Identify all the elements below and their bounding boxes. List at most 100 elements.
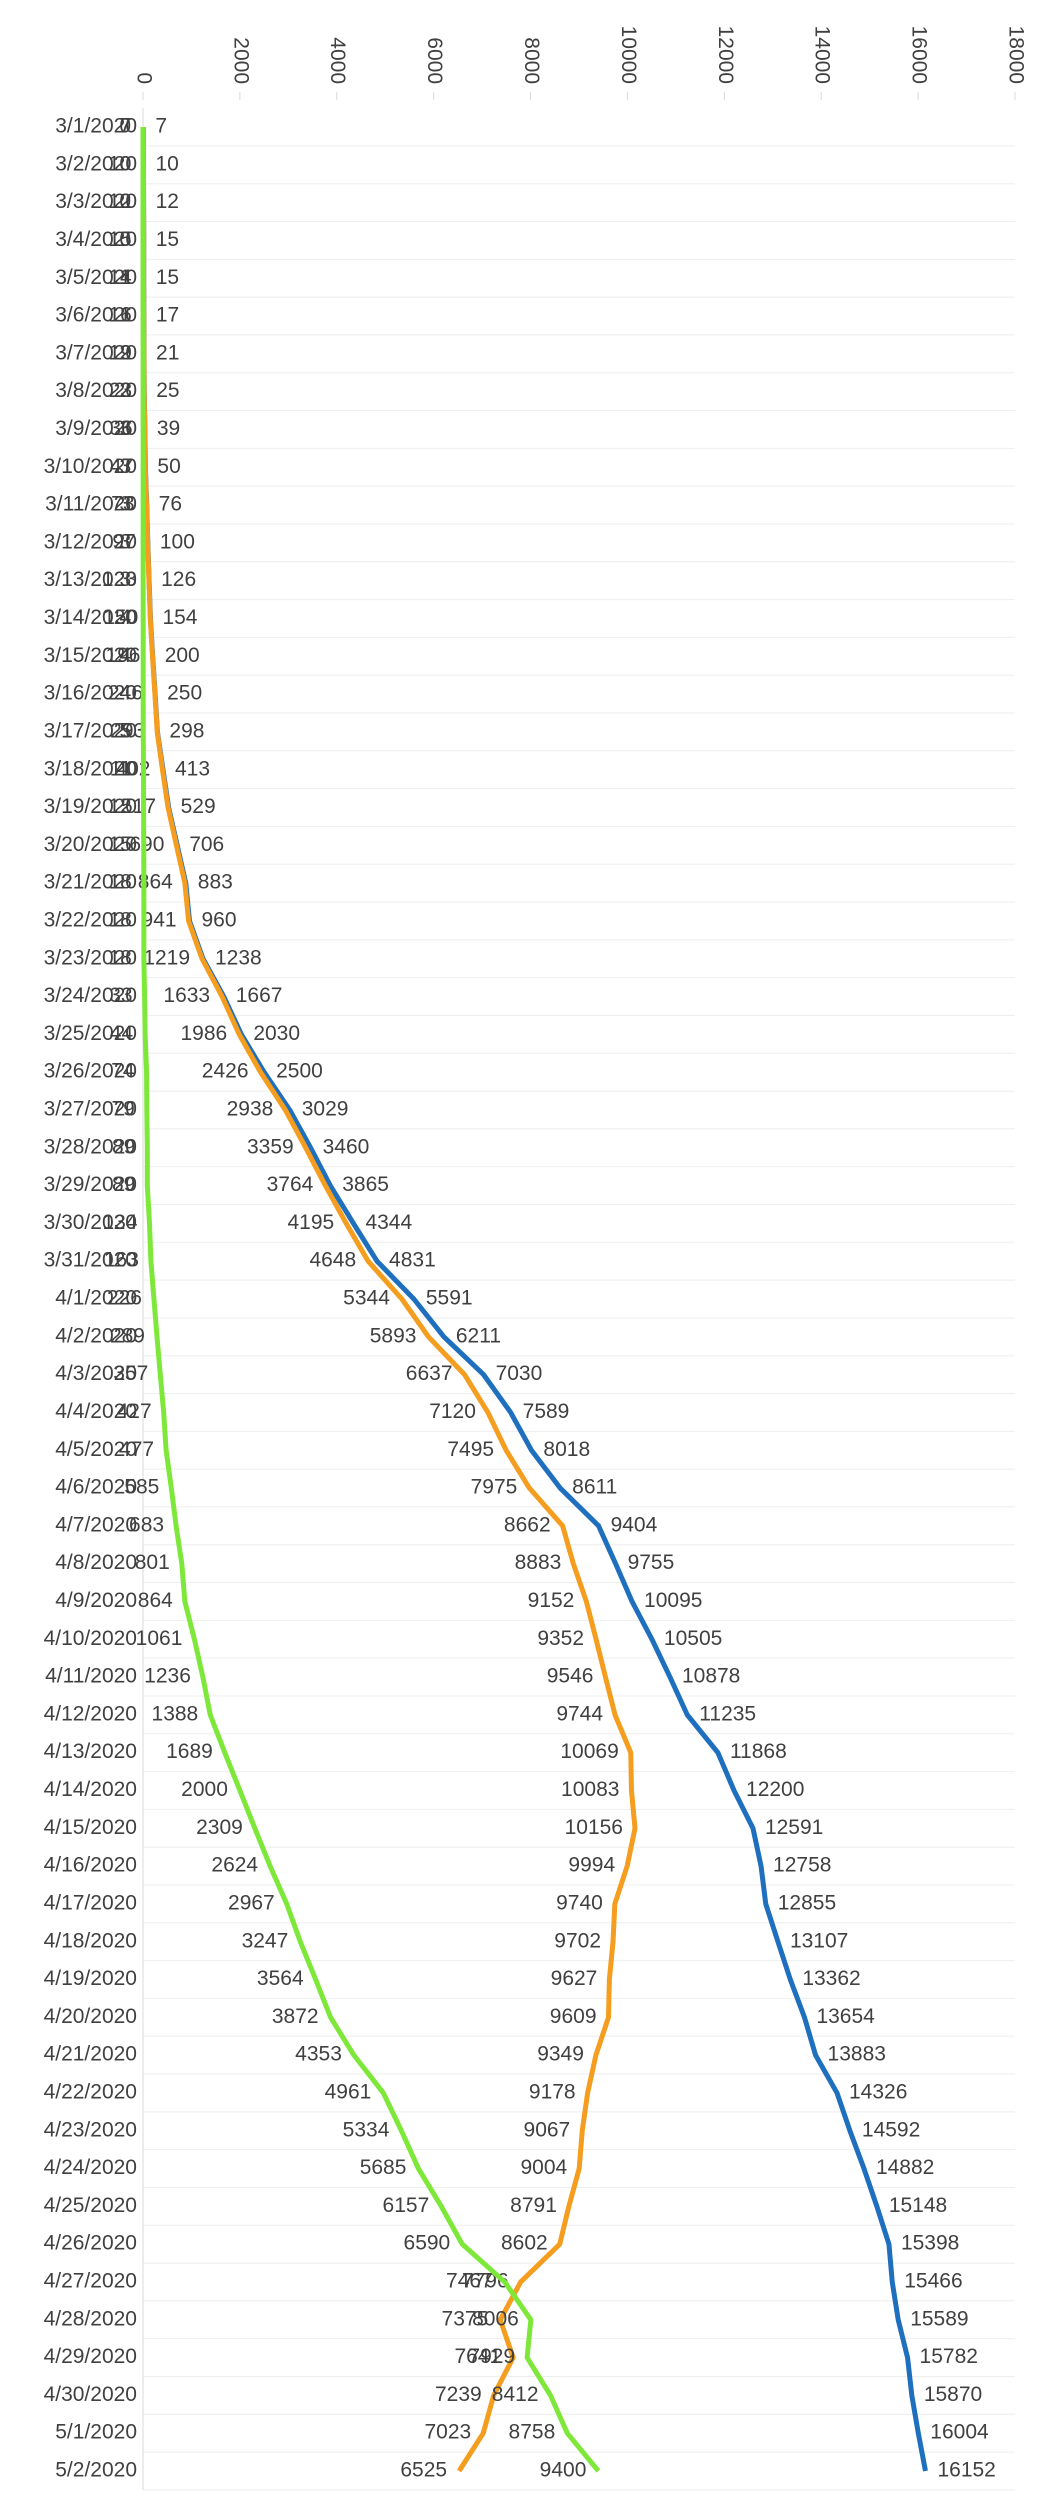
data-label: 36 (109, 417, 132, 440)
data-label: 6525 (400, 2459, 447, 2482)
data-label: 9627 (551, 1967, 598, 1990)
y-tick-label: 3/19/2020 (44, 795, 137, 818)
data-label: 3865 (342, 1173, 389, 1196)
data-label: 7375 (442, 2307, 489, 2330)
y-tick-label: 4/15/2020 (44, 1816, 137, 1839)
data-label: 2967 (228, 1891, 275, 1914)
data-label: 154 (162, 606, 197, 629)
data-label: 4648 (309, 1249, 356, 1272)
data-label: 8791 (510, 2194, 557, 2217)
data-label: 883 (198, 871, 233, 894)
data-label: 15466 (904, 2270, 962, 2293)
data-label: 9067 (524, 2118, 571, 2141)
data-label: 1238 (215, 946, 262, 969)
data-label: 4961 (325, 2080, 372, 2103)
data-label: 246 (108, 682, 143, 705)
y-tick-label: 4/21/2020 (44, 2043, 137, 2066)
y-tick-label: 3/22/2020 (44, 908, 137, 931)
data-label: 12758 (773, 1854, 831, 1877)
data-label: 960 (202, 908, 237, 931)
data-label: 1 (119, 266, 131, 289)
data-label: 12 (108, 795, 131, 818)
data-label: 1986 (180, 1022, 227, 1045)
data-label: 4 (120, 644, 132, 667)
x-tick-label: 16000 (908, 26, 931, 84)
y-tick-label: 3/10/2020 (44, 455, 137, 478)
data-label: 9755 (628, 1551, 675, 1574)
y-tick-label: 4/24/2020 (44, 2156, 137, 2179)
y-tick-label: 4/23/2020 (44, 2118, 137, 2141)
y-tick-label: 3/12/2020 (44, 530, 137, 553)
data-label: 10878 (682, 1665, 740, 1688)
data-label: 0 (119, 228, 131, 251)
data-label: 2309 (196, 1816, 243, 1839)
data-label: 89 (112, 1173, 135, 1196)
data-label: 6211 (456, 1324, 501, 1347)
data-label: 97 (112, 530, 135, 553)
y-tick-label: 4/3/2020 (55, 1362, 137, 1385)
data-label: 3359 (247, 1135, 294, 1158)
data-label: 2938 (227, 1098, 274, 1121)
data-label: 4195 (288, 1211, 335, 1234)
y-tick-label: 4/14/2020 (44, 1778, 137, 1801)
data-label: 3 (119, 568, 131, 591)
data-label: 8006 (472, 2307, 519, 2330)
data-label: 13107 (790, 1929, 848, 1952)
x-tick-label: 4000 (326, 37, 349, 84)
y-tick-label: 3/11/2020 (45, 493, 137, 516)
data-label: 427 (117, 1400, 152, 1423)
y-tick-label: 4/25/2020 (44, 2194, 137, 2217)
data-label: 10505 (664, 1627, 722, 1650)
data-label: 21 (156, 341, 179, 364)
y-tick-label: 4/8/2020 (55, 1551, 137, 1574)
y-tick-label: 4/17/2020 (44, 1891, 137, 1914)
x-tick-label: 18000 (1004, 26, 1027, 84)
y-tick-label: 4/10/2020 (44, 1627, 137, 1650)
data-label: 864 (138, 871, 173, 894)
y-tick-label: 3/1/2020 (55, 115, 137, 138)
data-label: 50 (157, 455, 180, 478)
data-label: 2624 (211, 1854, 258, 1877)
data-label: 10 (108, 152, 131, 175)
x-tick-label: 12000 (714, 26, 737, 84)
data-label: 3029 (302, 1098, 349, 1121)
data-label: 0 (119, 152, 131, 175)
data-label: 13883 (828, 2043, 886, 2066)
data-label: 4831 (389, 1249, 436, 1272)
y-tick-label: 4/13/2020 (44, 1740, 137, 1763)
data-label: 3247 (242, 1929, 289, 1952)
data-label: 16004 (930, 2421, 989, 2444)
y-tick-label: 5/2/2020 (55, 2459, 137, 2482)
data-label: 1667 (236, 984, 283, 1007)
data-label: 89 (112, 1135, 135, 1158)
data-label: 4353 (295, 2043, 342, 2066)
data-label: 2 (119, 341, 131, 364)
x-tick-label: 8000 (520, 37, 543, 84)
data-label: 100 (160, 530, 195, 553)
data-label: 3 (119, 493, 131, 516)
data-label: 1061 (136, 1627, 183, 1650)
data-label: 15589 (910, 2307, 968, 2330)
data-label: 11868 (730, 1740, 787, 1763)
y-tick-label: 4/4/2020 (55, 1400, 137, 1423)
data-label: 1236 (144, 1665, 191, 1688)
data-label: 9004 (520, 2156, 567, 2179)
data-label: 14592 (862, 2118, 920, 2141)
data-label: 5685 (360, 2156, 407, 2179)
data-label: 10095 (644, 1589, 702, 1612)
data-label: 8611 (572, 1476, 617, 1499)
y-tick-label: 3/20/2020 (44, 833, 137, 856)
y-tick-label: 3/8/2020 (55, 379, 137, 402)
data-label: 12200 (746, 1778, 804, 1801)
data-label: 10083 (561, 1778, 619, 1801)
data-label: 7023 (425, 2421, 472, 2444)
data-label: 23 (109, 379, 132, 402)
data-label: 801 (135, 1551, 170, 1574)
data-label: 15 (108, 228, 131, 251)
data-label: 200 (165, 644, 200, 667)
data-label: 9352 (537, 1627, 584, 1650)
y-tick-label: 4/18/2020 (44, 1929, 137, 1952)
data-label: 13654 (816, 2005, 875, 2028)
y-tick-label: 3/2/2020 (55, 152, 137, 175)
data-label: 1633 (163, 984, 210, 1007)
